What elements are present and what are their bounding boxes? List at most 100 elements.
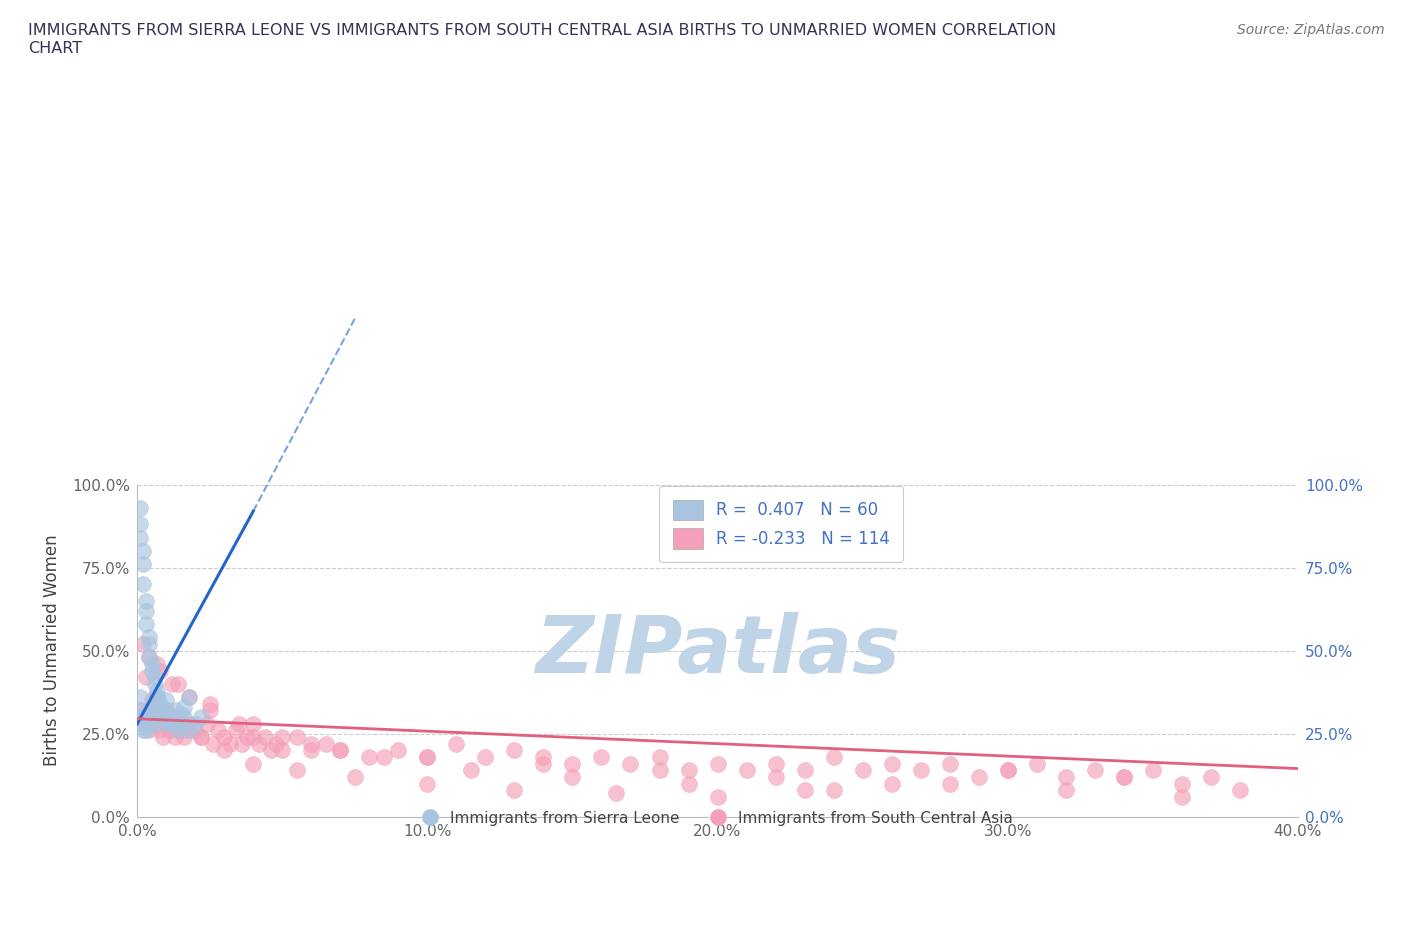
Point bbox=[166, 710, 188, 724]
Point bbox=[160, 676, 183, 691]
Point bbox=[212, 729, 235, 744]
Point bbox=[129, 500, 152, 515]
Point bbox=[149, 716, 172, 731]
Point bbox=[591, 750, 613, 764]
Point bbox=[561, 769, 583, 784]
Point bbox=[678, 776, 700, 790]
Point bbox=[605, 786, 627, 801]
Point bbox=[146, 716, 169, 731]
Point bbox=[997, 763, 1019, 777]
Point bbox=[533, 750, 555, 764]
Point bbox=[373, 750, 395, 764]
Point bbox=[852, 763, 875, 777]
Point bbox=[315, 737, 337, 751]
Point bbox=[170, 716, 193, 731]
Point bbox=[285, 729, 308, 744]
Point bbox=[129, 690, 152, 705]
Point bbox=[149, 723, 172, 737]
Point bbox=[155, 703, 177, 718]
Point bbox=[141, 703, 163, 718]
Point bbox=[173, 710, 195, 724]
Point bbox=[793, 783, 815, 798]
Point bbox=[170, 716, 193, 731]
Point bbox=[706, 756, 728, 771]
Point bbox=[329, 743, 352, 758]
Point bbox=[242, 716, 264, 731]
Point bbox=[190, 729, 212, 744]
Point bbox=[938, 756, 960, 771]
Point bbox=[266, 737, 288, 751]
Point bbox=[198, 697, 221, 711]
Point bbox=[533, 756, 555, 771]
Point bbox=[212, 743, 235, 758]
Point bbox=[141, 693, 163, 708]
Point bbox=[143, 710, 166, 724]
Point bbox=[135, 593, 157, 608]
Point bbox=[129, 530, 152, 545]
Point bbox=[135, 670, 157, 684]
Point bbox=[228, 716, 250, 731]
Point bbox=[880, 776, 903, 790]
Point bbox=[157, 723, 180, 737]
Point bbox=[138, 716, 160, 731]
Point bbox=[285, 763, 308, 777]
Point bbox=[160, 716, 183, 731]
Point bbox=[135, 723, 157, 737]
Point bbox=[135, 604, 157, 618]
Point bbox=[166, 723, 188, 737]
Point bbox=[1171, 790, 1194, 804]
Point bbox=[179, 716, 201, 731]
Point bbox=[152, 710, 174, 724]
Point bbox=[149, 663, 172, 678]
Point bbox=[138, 710, 160, 724]
Point bbox=[1199, 769, 1222, 784]
Point bbox=[260, 743, 283, 758]
Point bbox=[1229, 783, 1251, 798]
Point bbox=[143, 676, 166, 691]
Point bbox=[793, 763, 815, 777]
Point bbox=[503, 783, 526, 798]
Point bbox=[242, 729, 264, 744]
Point bbox=[163, 729, 186, 744]
Point bbox=[242, 756, 264, 771]
Point bbox=[160, 716, 183, 731]
Point bbox=[190, 710, 212, 724]
Point bbox=[149, 697, 172, 711]
Point bbox=[619, 756, 641, 771]
Point bbox=[132, 637, 155, 652]
Point bbox=[190, 729, 212, 744]
Point bbox=[416, 750, 439, 764]
Point bbox=[1142, 763, 1164, 777]
Point bbox=[271, 729, 294, 744]
Point bbox=[160, 716, 183, 731]
Point bbox=[129, 517, 152, 532]
Point bbox=[416, 750, 439, 764]
Point bbox=[146, 657, 169, 671]
Point bbox=[141, 716, 163, 731]
Point bbox=[143, 670, 166, 684]
Point bbox=[146, 690, 169, 705]
Point bbox=[329, 743, 352, 758]
Point bbox=[129, 703, 152, 718]
Point bbox=[1054, 769, 1077, 784]
Point bbox=[201, 737, 224, 751]
Point bbox=[135, 716, 157, 731]
Y-axis label: Births to Unmarried Women: Births to Unmarried Women bbox=[44, 535, 60, 766]
Point bbox=[129, 710, 152, 724]
Point bbox=[1084, 763, 1107, 777]
Point bbox=[880, 756, 903, 771]
Point bbox=[138, 650, 160, 665]
Point bbox=[138, 723, 160, 737]
Point bbox=[166, 723, 188, 737]
Point bbox=[176, 723, 198, 737]
Point bbox=[143, 697, 166, 711]
Point bbox=[132, 577, 155, 591]
Point bbox=[155, 710, 177, 724]
Point bbox=[503, 743, 526, 758]
Point bbox=[997, 763, 1019, 777]
Point bbox=[179, 690, 201, 705]
Point bbox=[416, 776, 439, 790]
Point bbox=[359, 750, 381, 764]
Point bbox=[198, 703, 221, 718]
Point bbox=[184, 716, 207, 731]
